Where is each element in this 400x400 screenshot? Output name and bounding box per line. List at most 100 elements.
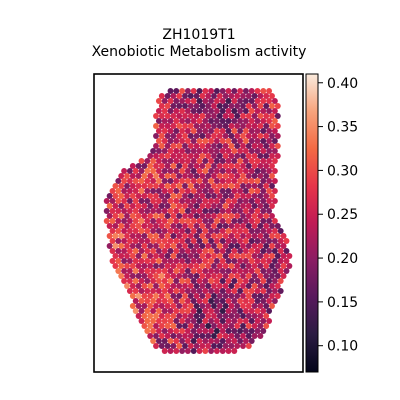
spot — [271, 108, 278, 114]
spot — [251, 313, 258, 319]
spot — [147, 213, 154, 219]
spot — [196, 178, 203, 184]
spot — [240, 293, 246, 299]
spot — [141, 213, 148, 219]
spot — [193, 293, 200, 299]
spot — [254, 88, 261, 94]
spot — [228, 153, 235, 159]
spot — [173, 248, 180, 254]
spot — [158, 123, 165, 129]
spot — [115, 248, 122, 254]
spot — [196, 288, 203, 294]
spot — [132, 248, 139, 254]
spot — [182, 153, 188, 159]
spot — [173, 288, 180, 294]
spot — [112, 223, 119, 229]
spot — [190, 188, 197, 194]
spot — [274, 233, 281, 239]
spot — [234, 173, 241, 179]
spot — [263, 163, 270, 169]
spot — [173, 198, 180, 204]
spot — [155, 98, 162, 104]
spot — [263, 183, 270, 189]
spot — [208, 298, 215, 304]
spot — [196, 248, 203, 254]
spot — [263, 153, 270, 159]
spot — [182, 183, 188, 189]
spot — [208, 128, 215, 134]
spot — [109, 198, 116, 204]
spot — [216, 203, 223, 209]
spot — [228, 203, 235, 209]
spot — [118, 173, 125, 179]
spot — [266, 228, 273, 234]
spot — [109, 188, 116, 194]
spot — [219, 188, 226, 194]
spot — [222, 233, 229, 239]
spot — [173, 148, 180, 154]
spot — [184, 248, 191, 254]
spot — [170, 163, 177, 169]
spot — [199, 133, 206, 139]
spot — [118, 213, 125, 219]
spot — [222, 153, 229, 159]
spot — [158, 143, 165, 149]
spot — [187, 323, 194, 329]
spot — [208, 268, 215, 274]
spot — [182, 163, 188, 169]
spot — [132, 228, 139, 234]
spot — [173, 228, 180, 234]
spot — [138, 268, 145, 274]
spot — [176, 243, 183, 249]
spot — [205, 233, 212, 239]
spot — [231, 228, 238, 234]
spot — [190, 348, 197, 354]
spot — [155, 228, 162, 234]
spot — [132, 308, 139, 314]
spot — [150, 198, 157, 204]
spot — [103, 198, 110, 204]
spot — [184, 258, 191, 264]
spot — [269, 183, 275, 189]
spot — [260, 198, 267, 204]
spot — [202, 258, 209, 264]
spot — [196, 208, 203, 214]
spot — [193, 153, 200, 159]
spot — [135, 183, 142, 189]
spot — [219, 308, 226, 314]
spot — [150, 328, 157, 334]
spot — [222, 273, 229, 279]
spot — [251, 233, 258, 239]
spot — [263, 93, 270, 99]
spot — [118, 203, 125, 209]
spot — [205, 303, 212, 309]
spot — [121, 198, 128, 204]
spot — [237, 88, 244, 94]
spot — [187, 153, 194, 159]
spot — [184, 168, 191, 174]
spot — [173, 338, 180, 344]
spot — [260, 128, 267, 134]
spot — [164, 343, 171, 349]
spot — [225, 198, 232, 204]
spot — [118, 263, 125, 269]
spot — [176, 293, 183, 299]
spot — [257, 263, 264, 269]
spot — [147, 283, 154, 289]
spot — [242, 138, 249, 144]
spot — [211, 273, 217, 279]
spot — [193, 233, 200, 239]
spot — [158, 203, 165, 209]
spot — [190, 258, 197, 264]
spot — [155, 258, 162, 264]
spot — [184, 128, 191, 134]
spot — [199, 163, 206, 169]
spot — [269, 213, 275, 219]
spot — [199, 273, 206, 279]
spot — [167, 88, 174, 94]
spot — [245, 293, 252, 299]
spot — [106, 233, 113, 239]
spot — [234, 343, 241, 349]
spot — [150, 288, 157, 294]
spot — [216, 113, 223, 119]
